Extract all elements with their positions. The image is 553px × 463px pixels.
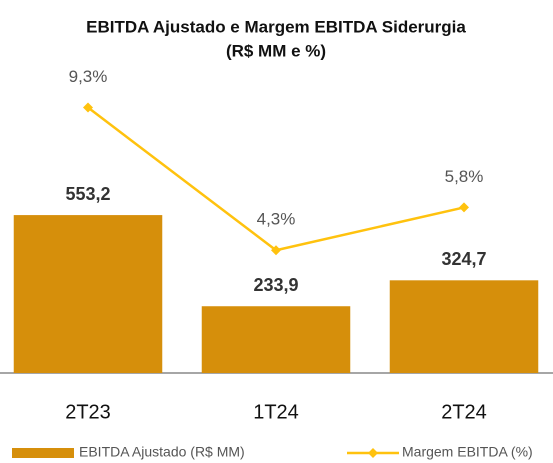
line-marker (459, 202, 469, 213)
line-value-label: 9,3% (69, 67, 108, 86)
x-tick-label: 2T24 (441, 401, 487, 423)
line-marker (271, 245, 281, 256)
legend-label: Margem EBITDA (%) (402, 444, 533, 460)
bar-value-label: 324,7 (441, 249, 486, 269)
x-tick-label: 1T24 (253, 401, 299, 423)
x-tick-label: 2T23 (65, 401, 111, 423)
line-marker (83, 102, 93, 113)
legend-marker (368, 448, 378, 458)
line-value-label: 4,3% (257, 210, 296, 229)
bar (389, 280, 539, 373)
bar-value-label: 553,2 (65, 184, 110, 204)
chart-title: EBITDA Ajustado e Margem EBITDA Siderurg… (86, 17, 466, 36)
legend-swatch (12, 448, 74, 458)
chart-subtitle: (R$ MM e %) (226, 41, 326, 60)
line-value-label: 5,8% (445, 167, 484, 186)
bar (13, 215, 163, 373)
legend-label: EBITDA Ajustado (R$ MM) (79, 444, 245, 460)
bar-value-label: 233,9 (253, 275, 298, 295)
bar (201, 306, 351, 373)
